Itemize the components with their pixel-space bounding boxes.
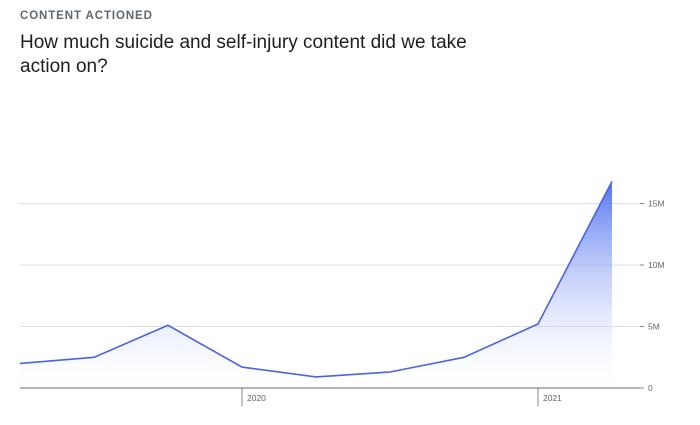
y-tick-label: 10M [648,260,665,270]
data-point-2020-Q1 [240,365,244,369]
data-point-2019-Q3 [92,355,96,359]
y-tick-label: 15M [648,199,665,209]
series-line [19,181,613,378]
data-point-2019-Q4 [166,323,170,327]
data-point-2020-Q3 [388,370,392,374]
y-tick-label: 0 [648,383,653,393]
area-fill [20,181,612,388]
data-point-2020-Q2 [314,375,318,379]
page-title: How much suicide and self-injury content… [20,32,467,77]
x-tick-label: 2020 [247,393,266,403]
section-eyebrow: CONTENT ACTIONED [20,10,153,22]
data-point-2021-Q2 [610,179,614,183]
y-tick-label: 5M [648,322,660,332]
x-tick-label: 2021 [543,393,562,403]
data-point-2019-Q2 [18,361,22,365]
data-point-2021-Q1 [536,322,540,326]
data-point-2020-Q4 [462,355,466,359]
